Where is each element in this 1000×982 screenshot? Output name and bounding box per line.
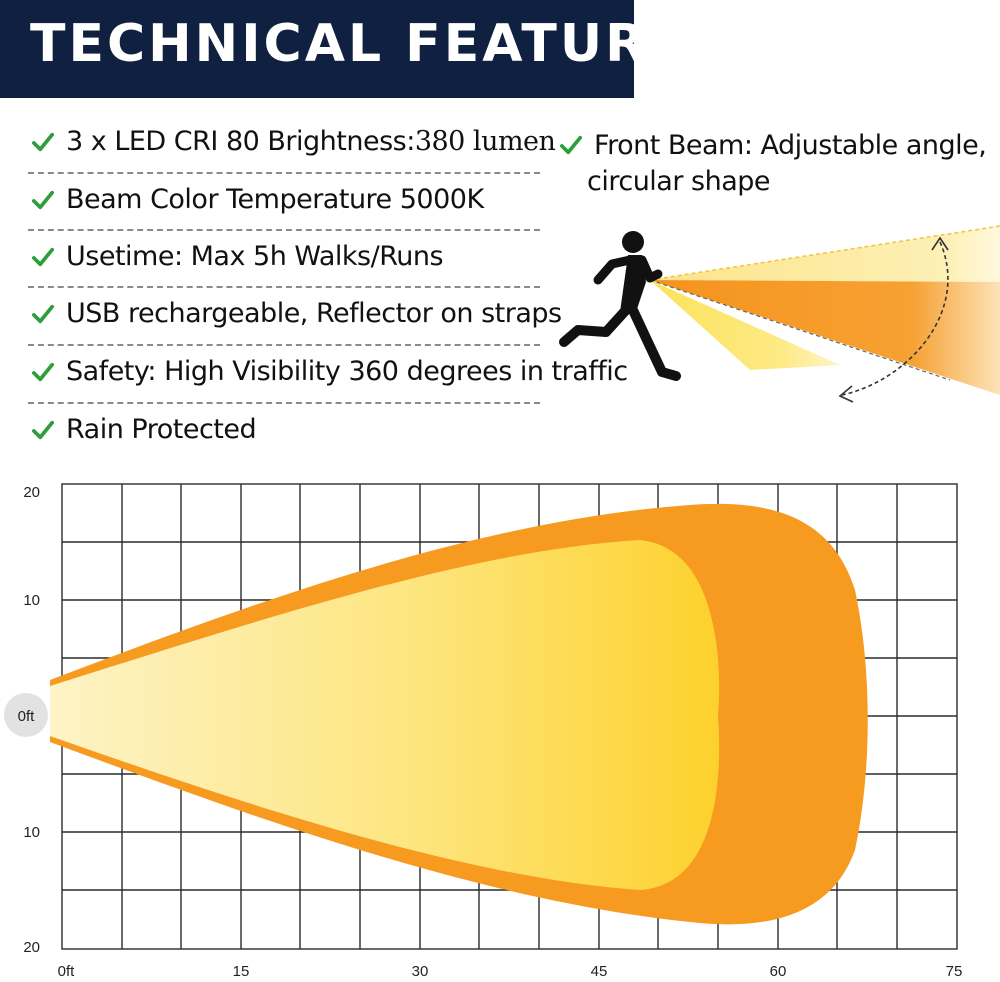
beam-edge: [649, 279, 951, 381]
y-tick-label: 20: [23, 484, 40, 501]
check-icon: [32, 420, 54, 439]
front-beam-line-1: Front Beam: Adjustable angle,: [560, 128, 987, 164]
beam-lower: [650, 280, 840, 370]
divider: [28, 402, 540, 404]
divider: [28, 172, 540, 174]
divider: [28, 286, 540, 288]
x-tick-label: 30: [412, 963, 429, 980]
x-tick-label: 45: [591, 963, 608, 980]
feature-label: 3 x LED CRI 80 Brightness:: [66, 126, 415, 157]
x-tick-label: 60: [770, 963, 787, 980]
check-icon: [560, 135, 582, 155]
x-tick-label: 15: [233, 963, 250, 980]
front-beam-text-2: circular shape: [587, 166, 771, 197]
y-tick-label: 10: [23, 824, 40, 841]
feature-item-usb: USB rechargeable, Reflector on straps: [32, 298, 562, 329]
check-icon: [32, 247, 54, 266]
beam-middle: [650, 280, 1000, 395]
feature-item-rain: Rain Protected: [32, 414, 257, 445]
x-tick-label: 0ft: [58, 963, 76, 980]
check-icon: [32, 190, 54, 209]
page-title: TECHNICAL FEATURES: [30, 14, 728, 74]
y-tick-label: 20: [23, 939, 40, 956]
beam-inner-zone: [50, 540, 720, 890]
check-icon: [32, 304, 54, 323]
divider: [28, 229, 540, 231]
feature-label: Safety: High Visibility 360 degrees in t…: [66, 356, 628, 387]
dashed-rotate-arrow-icon: [838, 236, 949, 403]
beam-distance-chart: 0ft 20 10 10 20 0ft 15 30 45 60 75: [0, 470, 1000, 982]
feature-value: 380 lumen: [414, 126, 556, 157]
feature-item-brightness: 3 x LED CRI 80 Brightness: 380 lumen: [32, 126, 556, 157]
beam-upper: [650, 226, 1000, 282]
y-tick-label: 10: [23, 592, 40, 609]
check-icon: [32, 132, 54, 151]
feature-label: Beam Color Temperature 5000K: [66, 184, 484, 215]
check-icon: [32, 362, 54, 381]
x-tick-label: 75: [946, 963, 963, 980]
title-banner: TECHNICAL FEATURES: [0, 0, 724, 98]
feature-item-usetime: Usetime: Max 5h Walks/Runs: [32, 241, 444, 272]
feature-item-safety: Safety: High Visibility 360 degrees in t…: [32, 356, 628, 387]
front-beam-description: Front Beam: Adjustable angle, circular s…: [560, 128, 987, 200]
runner-beam-illustration: [559, 225, 1000, 403]
beam-edge: [649, 225, 1000, 281]
front-beam-text-1: Front Beam: Adjustable angle,: [594, 130, 987, 161]
divider: [28, 344, 540, 346]
feature-label: Rain Protected: [66, 414, 257, 445]
light-beam: [649, 225, 1000, 395]
feature-item-color-temperature: Beam Color Temperature 5000K: [32, 184, 484, 215]
origin-marker: [4, 693, 48, 737]
feature-label: USB rechargeable, Reflector on straps: [66, 298, 562, 329]
y-origin-label: 0ft: [18, 708, 36, 725]
feature-label: Usetime: Max 5h Walks/Runs: [66, 241, 444, 272]
runner-icon: [559, 231, 681, 381]
